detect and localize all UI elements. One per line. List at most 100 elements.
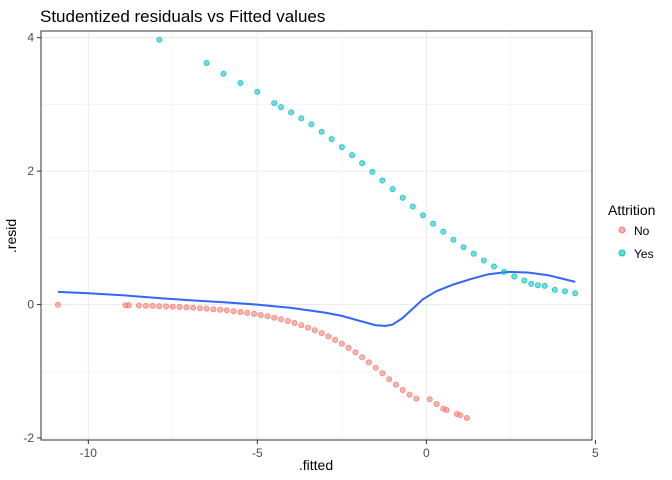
x-tick-label: 5 (592, 446, 599, 460)
point-yes (318, 128, 325, 135)
point-yes (419, 212, 426, 219)
y-axis-ticks: -2 0 2 4 (23, 31, 41, 445)
point-yes (528, 280, 535, 287)
point-yes (359, 160, 366, 167)
legend-title: Attrition (608, 202, 655, 218)
panel-background (41, 31, 592, 440)
point-no (413, 395, 420, 402)
point-yes (501, 268, 508, 275)
point-no (443, 406, 450, 413)
point-no (264, 313, 271, 320)
x-axis-ticks: -10 -5 0 5 (80, 440, 599, 460)
point-no (311, 327, 318, 334)
point-yes (379, 177, 386, 184)
legend-item-no: No (618, 224, 650, 238)
point-yes (480, 257, 487, 264)
point-no (196, 305, 203, 312)
legend-key-no (618, 226, 626, 234)
point-yes (534, 282, 541, 289)
point-no (183, 304, 190, 311)
points-layer (54, 36, 579, 421)
point-no (433, 400, 440, 407)
point-no (169, 303, 176, 310)
point-no (463, 414, 470, 421)
point-no (325, 333, 332, 340)
point-yes (551, 286, 558, 293)
point-yes (511, 273, 518, 280)
point-no (125, 302, 132, 309)
point-no (271, 314, 278, 321)
point-yes (389, 186, 396, 193)
point-no (426, 396, 433, 403)
point-no (277, 316, 284, 323)
point-no (210, 306, 217, 313)
point-no (223, 307, 230, 314)
point-no (304, 324, 311, 331)
point-yes (490, 263, 497, 270)
point-yes (220, 70, 227, 77)
point-no (54, 301, 61, 308)
legend-item-yes: Yes (618, 247, 654, 261)
x-tick-label: 0 (423, 446, 430, 460)
point-yes (288, 109, 295, 116)
point-no (135, 302, 142, 309)
point-yes (470, 250, 477, 257)
point-yes (156, 36, 163, 43)
y-tick-label: 0 (27, 298, 34, 312)
x-tick-label: -5 (252, 446, 263, 460)
point-yes (348, 152, 355, 159)
point-no (359, 354, 366, 361)
point-yes (298, 115, 305, 122)
point-yes (277, 104, 284, 111)
point-no (284, 317, 291, 324)
point-no (399, 386, 406, 393)
point-no (365, 359, 372, 366)
point-no (203, 305, 210, 312)
point-no (149, 302, 156, 309)
point-no (291, 319, 298, 326)
point-yes (572, 290, 579, 297)
x-axis-label: .fitted (299, 457, 333, 473)
legend-label-no: No (634, 224, 650, 238)
point-no (237, 308, 244, 315)
point-no (217, 306, 224, 313)
point-yes (254, 88, 261, 95)
panel-border (40, 30, 593, 441)
grid-lines (41, 31, 596, 440)
y-tick-label: -2 (23, 431, 34, 445)
point-yes (450, 236, 457, 243)
point-yes (541, 282, 548, 289)
point-no (142, 302, 149, 309)
point-yes (237, 80, 244, 87)
point-no (298, 322, 305, 329)
point-no (244, 309, 251, 316)
point-no (176, 303, 183, 310)
point-no (352, 349, 359, 356)
point-yes (399, 194, 406, 201)
point-yes (430, 220, 437, 227)
point-yes (562, 288, 569, 295)
point-no (379, 370, 386, 377)
point-no (163, 303, 170, 310)
point-yes (460, 244, 467, 251)
chart-title: Studentized residuals vs Fitted values (40, 7, 325, 26)
point-yes (440, 228, 447, 235)
point-yes (338, 144, 345, 151)
point-yes (328, 136, 335, 143)
point-no (392, 381, 399, 388)
point-no (345, 344, 352, 351)
y-axis-label: .resid (3, 219, 19, 253)
point-no (338, 340, 345, 347)
point-no (372, 364, 379, 371)
point-yes (369, 168, 376, 175)
legend: Attrition No Yes (608, 202, 655, 261)
legend-key-yes (618, 249, 626, 257)
point-yes (271, 100, 278, 107)
y-tick-label: 2 (27, 164, 34, 178)
point-no (457, 412, 464, 419)
y-tick-label: 4 (27, 31, 34, 45)
point-no (332, 336, 339, 343)
point-no (257, 311, 264, 318)
point-no (190, 304, 197, 311)
